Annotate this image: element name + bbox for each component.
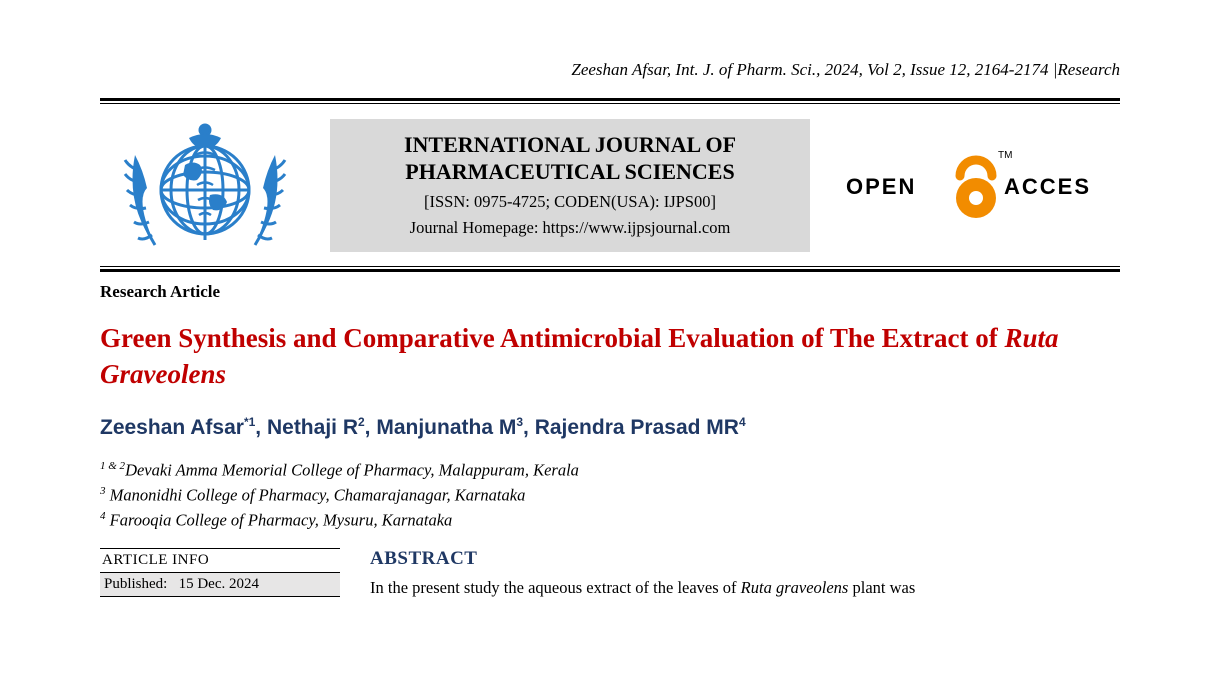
- open-access-badge: OPEN TM ACCESS: [830, 140, 1100, 230]
- top-rule-thick: [100, 98, 1120, 101]
- author-list: Zeeshan Afsar*1, Nethaji R2, Manjunatha …: [100, 415, 1120, 440]
- journal-homepage: Journal Homepage: https://www.ijpsjourna…: [350, 218, 790, 238]
- abstract-block: ABSTRACT In the present study the aqueou…: [370, 548, 1120, 598]
- journal-logo: [100, 110, 310, 260]
- access-word: ACCESS: [1004, 174, 1090, 199]
- journal-issn: [ISSN: 0975-4725; CODEN(USA): IJPS00]: [350, 192, 790, 212]
- journal-title-line2: PHARMACEUTICAL SCIENCES: [350, 158, 790, 186]
- mid-rule-thin: [100, 266, 1120, 267]
- author-4: Rajendra Prasad MR4: [535, 416, 746, 439]
- published-value: 15 Dec. 2024: [179, 576, 259, 592]
- open-lock-icon: [956, 160, 996, 218]
- journal-banner: INTERNATIONAL JOURNAL OF PHARMACEUTICAL …: [100, 104, 1120, 264]
- journal-title-line1: INTERNATIONAL JOURNAL OF: [350, 131, 790, 159]
- affiliation-3: 4 Farooqia College of Pharmacy, Mysuru, …: [100, 508, 1120, 533]
- affiliation-1: 1 & 2Devaki Amma Memorial College of Pha…: [100, 458, 1120, 483]
- author-2: Nethaji R2: [267, 416, 365, 439]
- published-label: Published:: [104, 576, 167, 592]
- abstract-head: ABSTRACT: [370, 548, 1120, 570]
- published-row: Published: 15 Dec. 2024: [100, 573, 340, 597]
- article-title: Green Synthesis and Comparative Antimicr…: [100, 320, 1120, 393]
- author-3: Manjunatha M3: [376, 416, 523, 439]
- journal-title-box: INTERNATIONAL JOURNAL OF PHARMACEUTICAL …: [330, 119, 810, 252]
- open-word: OPEN: [846, 174, 916, 199]
- abstract-body: In the present study the aqueous extract…: [370, 578, 1120, 598]
- article-type: Research Article: [100, 282, 1120, 302]
- affiliations: 1 & 2Devaki Amma Memorial College of Pha…: [100, 458, 1120, 534]
- article-info-block: ARTICLE INFO Published: 15 Dec. 2024: [100, 548, 340, 598]
- article-title-plain: Green Synthesis and Comparative Antimicr…: [100, 323, 1005, 353]
- author-1: Zeeshan Afsar*1: [100, 416, 255, 439]
- article-info-head: ARTICLE INFO: [100, 548, 340, 573]
- affiliation-2: 3 Manonidhi College of Pharmacy, Chamara…: [100, 483, 1120, 508]
- info-abstract-row: ARTICLE INFO Published: 15 Dec. 2024 ABS…: [100, 548, 1120, 598]
- running-head: Zeeshan Afsar, Int. J. of Pharm. Sci., 2…: [100, 60, 1120, 80]
- mid-rule-thick: [100, 269, 1120, 272]
- tm-mark: TM: [998, 150, 1012, 161]
